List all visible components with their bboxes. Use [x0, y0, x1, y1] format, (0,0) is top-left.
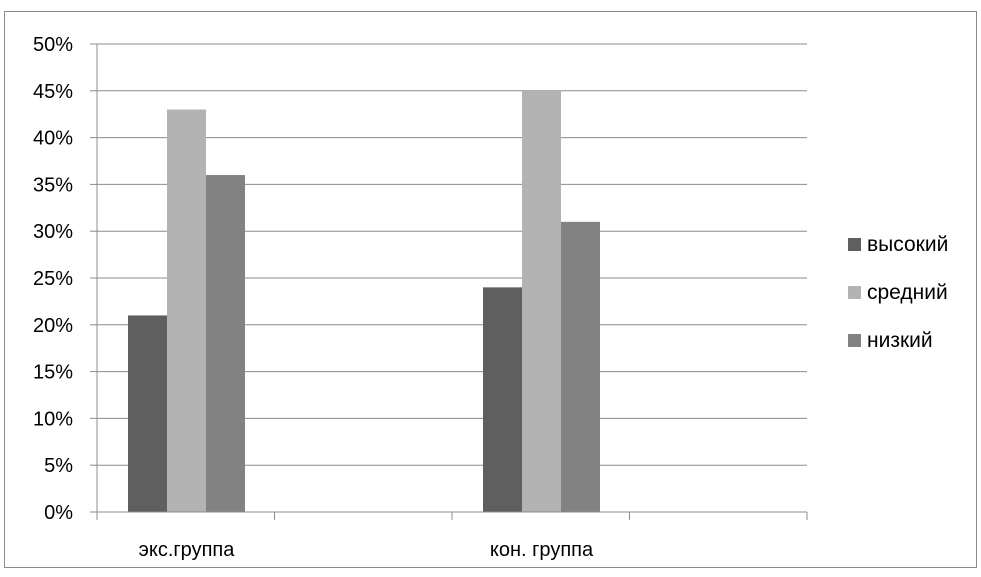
y-tick-label: 5% [44, 455, 73, 477]
bar [206, 175, 245, 513]
x-tick-label: экс.группа [139, 539, 236, 561]
bar [522, 90, 561, 513]
axes [90, 43, 808, 520]
y-tick-label: 40% [33, 128, 73, 150]
y-tick-label: 15% [33, 362, 73, 384]
bar [167, 109, 206, 513]
legend-label: средний [867, 281, 948, 304]
legend-swatch [848, 334, 861, 347]
y-tick-label: 10% [33, 408, 73, 430]
legend-label: низкий [867, 329, 933, 352]
y-tick-label: 30% [33, 221, 73, 243]
x-tick-label: кон. группа [490, 539, 594, 561]
bar [561, 221, 600, 512]
legend-swatch [848, 238, 861, 251]
y-tick-label: 25% [33, 268, 73, 290]
y-tick-label: 20% [33, 315, 73, 337]
legend-swatch [848, 286, 861, 299]
y-tick-label: 0% [44, 502, 73, 524]
y-tick-label: 35% [33, 174, 73, 196]
y-tick-label: 50% [33, 34, 73, 56]
legend-label: высокий [867, 233, 948, 256]
bar [483, 287, 522, 512]
y-tick-label: 45% [33, 81, 73, 103]
bars [128, 90, 600, 513]
tick-labels: 0% 5% 10% 15% 20% 25% 30% 35% 40% 45% 50% экс.групп… [33, 34, 594, 561]
legend: высокий средний низкий [848, 233, 948, 352]
bar [128, 315, 167, 512]
